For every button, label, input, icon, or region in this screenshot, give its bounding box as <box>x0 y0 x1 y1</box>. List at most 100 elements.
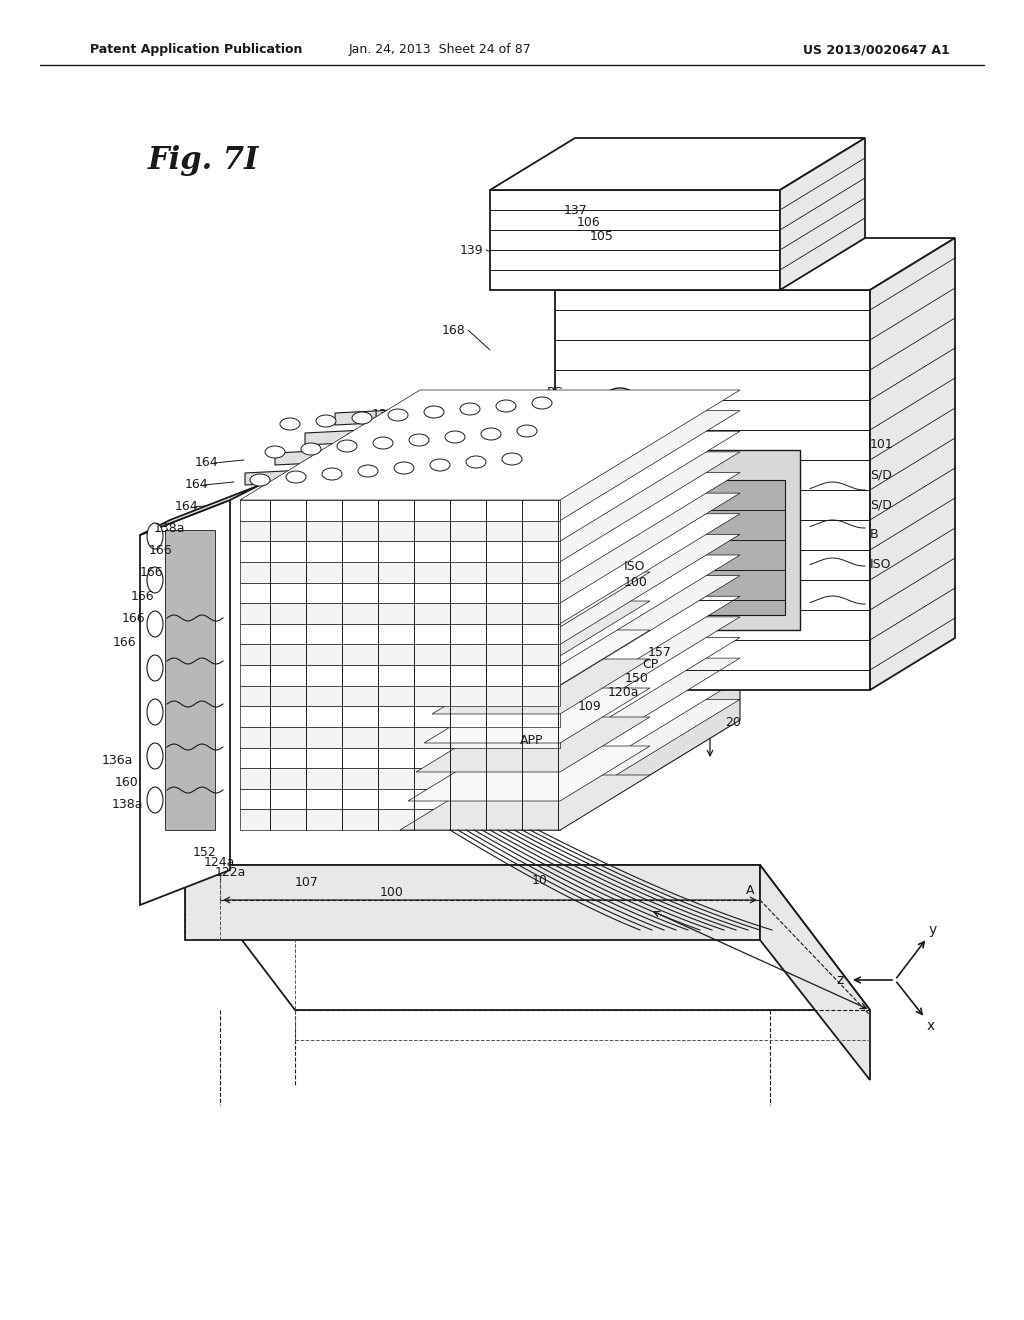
Polygon shape <box>240 562 560 582</box>
Ellipse shape <box>424 407 444 418</box>
Text: 139: 139 <box>460 243 483 256</box>
Polygon shape <box>240 624 560 644</box>
Text: APP: APP <box>520 734 544 747</box>
Polygon shape <box>240 644 560 665</box>
Text: 157: 157 <box>648 647 672 660</box>
Polygon shape <box>240 700 740 809</box>
Text: 150: 150 <box>625 672 649 685</box>
Text: US 2013/0020647 A1: US 2013/0020647 A1 <box>803 44 950 57</box>
Polygon shape <box>490 190 780 290</box>
Ellipse shape <box>394 462 414 474</box>
Polygon shape <box>240 432 740 541</box>
Polygon shape <box>240 535 740 644</box>
Ellipse shape <box>502 453 522 465</box>
Text: 107: 107 <box>295 875 318 888</box>
Polygon shape <box>240 576 740 685</box>
Polygon shape <box>335 405 495 425</box>
Polygon shape <box>185 865 870 1010</box>
Polygon shape <box>240 473 740 582</box>
Polygon shape <box>240 616 740 727</box>
Polygon shape <box>240 541 560 562</box>
Circle shape <box>598 388 642 432</box>
Ellipse shape <box>316 414 336 426</box>
Polygon shape <box>240 513 740 624</box>
Ellipse shape <box>409 434 429 446</box>
Ellipse shape <box>358 465 378 477</box>
Text: 20: 20 <box>725 715 741 729</box>
Ellipse shape <box>147 655 163 681</box>
Text: A: A <box>745 883 755 896</box>
Polygon shape <box>240 638 740 747</box>
Text: 152: 152 <box>193 846 217 858</box>
Ellipse shape <box>388 409 408 421</box>
Text: x: x <box>927 1019 935 1034</box>
Text: 138a: 138a <box>112 797 143 810</box>
Ellipse shape <box>460 403 480 414</box>
Text: ISO: ISO <box>624 561 645 573</box>
Polygon shape <box>240 809 560 830</box>
Ellipse shape <box>147 743 163 770</box>
Polygon shape <box>240 554 740 665</box>
Polygon shape <box>560 389 740 830</box>
Ellipse shape <box>373 437 393 449</box>
Polygon shape <box>240 411 740 520</box>
Polygon shape <box>449 601 650 656</box>
Text: 109: 109 <box>578 700 602 713</box>
Polygon shape <box>240 597 740 706</box>
Polygon shape <box>660 450 800 630</box>
Polygon shape <box>400 775 650 830</box>
Text: 136a: 136a <box>101 754 133 767</box>
Polygon shape <box>490 139 865 190</box>
Polygon shape <box>416 717 650 772</box>
Text: B: B <box>870 528 879 541</box>
Ellipse shape <box>466 455 486 469</box>
Polygon shape <box>240 706 560 727</box>
Text: Fig. 7I: Fig. 7I <box>148 144 259 176</box>
Text: y: y <box>929 923 937 937</box>
Polygon shape <box>432 659 650 714</box>
Text: 132: 132 <box>319 457 343 470</box>
Polygon shape <box>240 500 560 520</box>
Text: 106: 106 <box>577 216 601 230</box>
Text: 166: 166 <box>130 590 154 602</box>
Text: 10: 10 <box>532 874 548 887</box>
Polygon shape <box>240 451 740 562</box>
Text: 102: 102 <box>547 401 570 414</box>
Ellipse shape <box>147 700 163 725</box>
Text: 166: 166 <box>113 635 136 648</box>
Polygon shape <box>240 685 560 706</box>
Polygon shape <box>760 865 870 1080</box>
Polygon shape <box>555 238 955 290</box>
Polygon shape <box>140 500 230 906</box>
Ellipse shape <box>265 446 285 458</box>
Text: 138a: 138a <box>154 523 185 536</box>
Text: 100: 100 <box>380 886 403 899</box>
Polygon shape <box>870 238 955 690</box>
Polygon shape <box>472 513 650 569</box>
Text: 152: 152 <box>358 421 382 433</box>
Polygon shape <box>240 727 560 747</box>
Ellipse shape <box>445 432 465 444</box>
Polygon shape <box>408 746 650 801</box>
Polygon shape <box>240 789 560 809</box>
Polygon shape <box>240 582 560 603</box>
Text: S/D: S/D <box>870 469 892 482</box>
Text: 164: 164 <box>174 500 198 513</box>
Polygon shape <box>240 389 740 500</box>
Ellipse shape <box>147 523 163 549</box>
Polygon shape <box>240 665 560 685</box>
Ellipse shape <box>147 611 163 638</box>
Ellipse shape <box>430 459 450 471</box>
Text: 131: 131 <box>333 445 356 458</box>
Ellipse shape <box>280 418 300 430</box>
Ellipse shape <box>147 787 163 813</box>
Polygon shape <box>240 768 560 789</box>
Polygon shape <box>240 603 560 624</box>
Polygon shape <box>240 678 740 789</box>
Text: PG: PG <box>547 385 564 399</box>
Text: 166: 166 <box>139 566 163 579</box>
Text: 104: 104 <box>540 425 564 438</box>
Text: 160: 160 <box>115 776 138 788</box>
Polygon shape <box>675 480 785 615</box>
Ellipse shape <box>250 474 270 486</box>
